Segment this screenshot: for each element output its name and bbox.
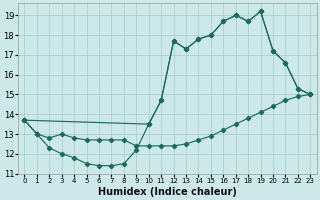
X-axis label: Humidex (Indice chaleur): Humidex (Indice chaleur) bbox=[98, 187, 237, 197]
